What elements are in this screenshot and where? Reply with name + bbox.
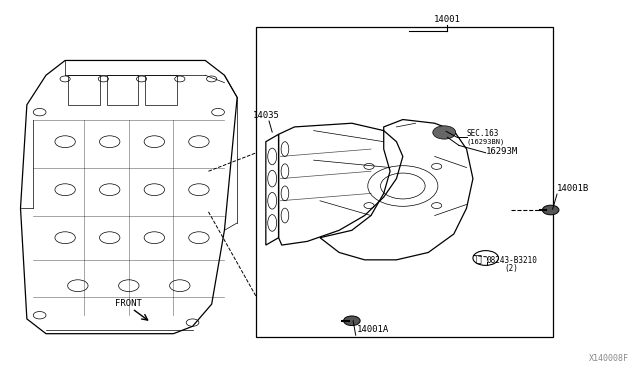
Text: 14001: 14001 — [434, 15, 461, 23]
Text: FRONT: FRONT — [115, 299, 142, 308]
Circle shape — [433, 126, 456, 139]
Bar — [106, 75, 138, 105]
Bar — [68, 75, 100, 105]
Bar — [145, 75, 177, 105]
Bar — [256, 27, 552, 337]
Text: (2): (2) — [505, 264, 518, 273]
Circle shape — [542, 205, 559, 215]
Text: 08243-B3210: 08243-B3210 — [487, 256, 538, 265]
Text: (16293BN): (16293BN) — [467, 139, 505, 145]
Text: 14035: 14035 — [252, 110, 279, 119]
Text: 14001A: 14001A — [357, 326, 389, 334]
Text: 14001B: 14001B — [557, 185, 589, 193]
Text: X140008F: X140008F — [589, 354, 629, 363]
Text: 16293M: 16293M — [486, 147, 518, 156]
Circle shape — [344, 316, 360, 326]
Text: Ⓝ: Ⓝ — [475, 253, 481, 263]
Text: SEC.163: SEC.163 — [467, 129, 499, 138]
